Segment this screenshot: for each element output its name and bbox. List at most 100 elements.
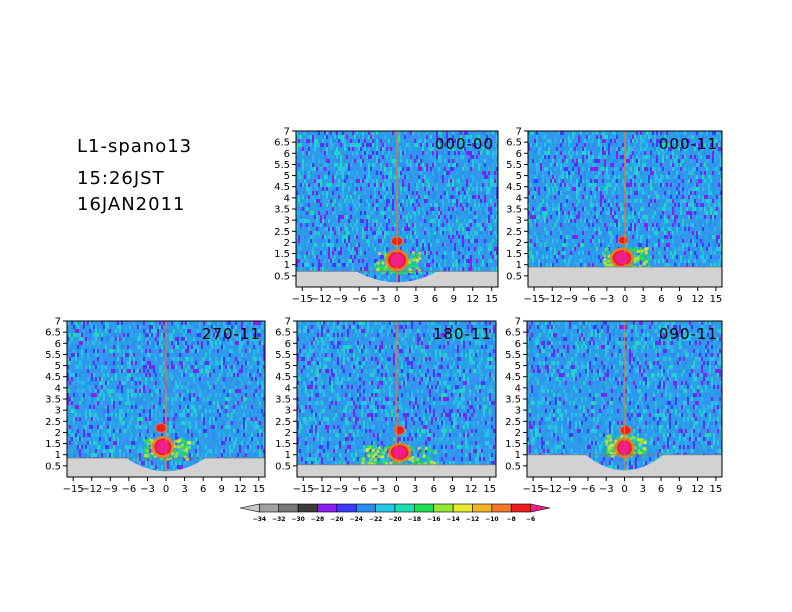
y-tick-label: 5: [55, 361, 61, 372]
x-tick-label: −9: [563, 294, 578, 305]
x-tick-label: −12: [311, 484, 332, 495]
colorbar-label: −26: [330, 516, 343, 523]
y-tick-label: 6: [285, 339, 291, 350]
x-tick-label: 12: [466, 294, 479, 305]
y-tick-label: 6: [284, 149, 290, 160]
y-tick-label: 4: [285, 383, 291, 394]
x-tick-label: 12: [691, 484, 704, 495]
y-tick-label: 1.5: [505, 439, 521, 450]
noise-floor: [528, 266, 722, 287]
y-tick-label: 6: [516, 149, 522, 160]
noise-floor: [296, 271, 498, 287]
y-tick-label: 6.5: [275, 328, 291, 339]
x-tick-label: 0: [621, 484, 627, 495]
y-tick-label: 5: [515, 361, 521, 372]
colorbar-label: −28: [311, 516, 324, 523]
x-tick-label: −15: [293, 484, 314, 495]
x-tick-label: −9: [333, 484, 348, 495]
y-tick-label: 4.5: [275, 372, 291, 383]
x-tick-label: 15: [485, 294, 498, 305]
colorbar-swatch: [355, 503, 376, 513]
colorbar-swatch: [297, 503, 318, 513]
y-tick-label: 0.5: [505, 461, 521, 472]
y-tick-label: 1: [284, 260, 290, 271]
y-tick-label: 7: [285, 317, 291, 328]
y-tick-label: 2: [516, 238, 522, 249]
colorbar-swatch: [491, 503, 512, 513]
panel-270-11: 270-11−15−12 −9 −6 −3 0 3 6 9 12 150.511.522.533.…: [45, 317, 266, 495]
x-tick-label: 3: [640, 484, 646, 495]
x-tick-label: 6: [658, 294, 664, 305]
heatmap-panels: 000-00−15−12 −9 −6 −3 0 3 6 9 12 150.511.522.533.…: [45, 127, 723, 495]
heatmap-field: [67, 321, 265, 477]
x-tick-label: 15: [252, 484, 265, 495]
x-tick-label: 9: [219, 484, 225, 495]
noise-floor: [67, 458, 265, 477]
y-tick-label: 5.5: [506, 160, 522, 171]
x-tick-label: 3: [181, 484, 187, 495]
y-tick-label: 3: [285, 406, 291, 417]
colorbar-label: −22: [369, 516, 382, 523]
y-tick-label: 3.5: [506, 205, 522, 216]
title-block: L1-spano13 15:26JST 16JAN2011: [77, 136, 192, 215]
y-tick-label: 4: [55, 383, 61, 394]
x-tick-label: −6: [581, 294, 596, 305]
x-tick-label: 6: [658, 484, 664, 495]
x-tick-label: 3: [640, 294, 646, 305]
colorbar-label: −34: [253, 516, 266, 523]
y-tick-label: 2.5: [275, 417, 291, 428]
y-tick-label: 0.5: [45, 461, 61, 472]
x-tick-label: −6: [122, 484, 137, 495]
x-tick-label: −9: [103, 484, 118, 495]
colorbar-swatch: [259, 503, 280, 513]
y-tick-label: 0.5: [275, 461, 291, 472]
colorbar-swatch: [336, 503, 357, 513]
y-tick-label: 0.5: [274, 271, 290, 282]
x-tick-label: 6: [432, 294, 438, 305]
panel-090-11: 090-11−15−12 −9 −6 −3 0 3 6 9 12 150.511.522.533.…: [505, 317, 723, 495]
x-tick-label: 12: [691, 294, 704, 305]
panel-label: 000-11: [659, 135, 718, 153]
colorbar-swatch: [317, 503, 338, 513]
y-tick-label: 6.5: [506, 138, 522, 149]
colorbar-label: −10: [485, 516, 498, 523]
title-line-1: L1-spano13: [77, 136, 192, 157]
colorbar-swatch: [433, 503, 454, 513]
y-tick-label: 5.5: [45, 350, 61, 361]
heatmap-field: [297, 321, 496, 477]
y-tick-label: 4.5: [506, 182, 522, 193]
colorbar-label: −12: [466, 516, 479, 523]
y-tick-label: 3: [284, 216, 290, 227]
x-tick-label: −3: [599, 484, 614, 495]
colorbar-label: −32: [272, 516, 285, 523]
x-tick-label: 3: [412, 484, 418, 495]
colorbar-swatch: [239, 503, 260, 513]
y-tick-label: 6.5: [45, 328, 61, 339]
y-tick-label: 6.5: [274, 138, 290, 149]
y-tick-label: 0.5: [506, 271, 522, 282]
colorbar-swatch: [452, 503, 473, 513]
colorbar-label: −30: [291, 516, 304, 523]
x-tick-label: −15: [292, 294, 313, 305]
colorbar-swatch: [278, 503, 299, 513]
y-tick-label: 1: [516, 260, 522, 271]
y-tick-label: 4.5: [274, 182, 290, 193]
x-tick-label: −6: [352, 484, 367, 495]
panel-label: 180-11: [433, 325, 492, 343]
y-tick-label: 7: [516, 127, 522, 138]
y-tick-label: 2: [285, 428, 291, 439]
y-tick-label: 3.5: [275, 395, 291, 406]
panel-000-11: 000-11−15−12 −9 −6 −3 0 3 6 9 12 150.511.522.533.…: [506, 127, 723, 305]
y-tick-label: 3: [515, 406, 521, 417]
y-tick-label: 1.5: [275, 439, 291, 450]
colorbar-swatch: [510, 503, 531, 513]
y-tick-label: 2.5: [506, 227, 522, 238]
colorbar-swatch: [375, 503, 396, 513]
x-tick-label: 15: [710, 294, 723, 305]
y-tick-label: 5.5: [275, 350, 291, 361]
panel-label: 000-00: [435, 135, 494, 153]
colorbar-label: −20: [388, 516, 401, 523]
y-tick-label: 2.5: [274, 227, 290, 238]
y-tick-label: 5: [284, 171, 290, 182]
colorbar-label: −16: [427, 516, 440, 523]
